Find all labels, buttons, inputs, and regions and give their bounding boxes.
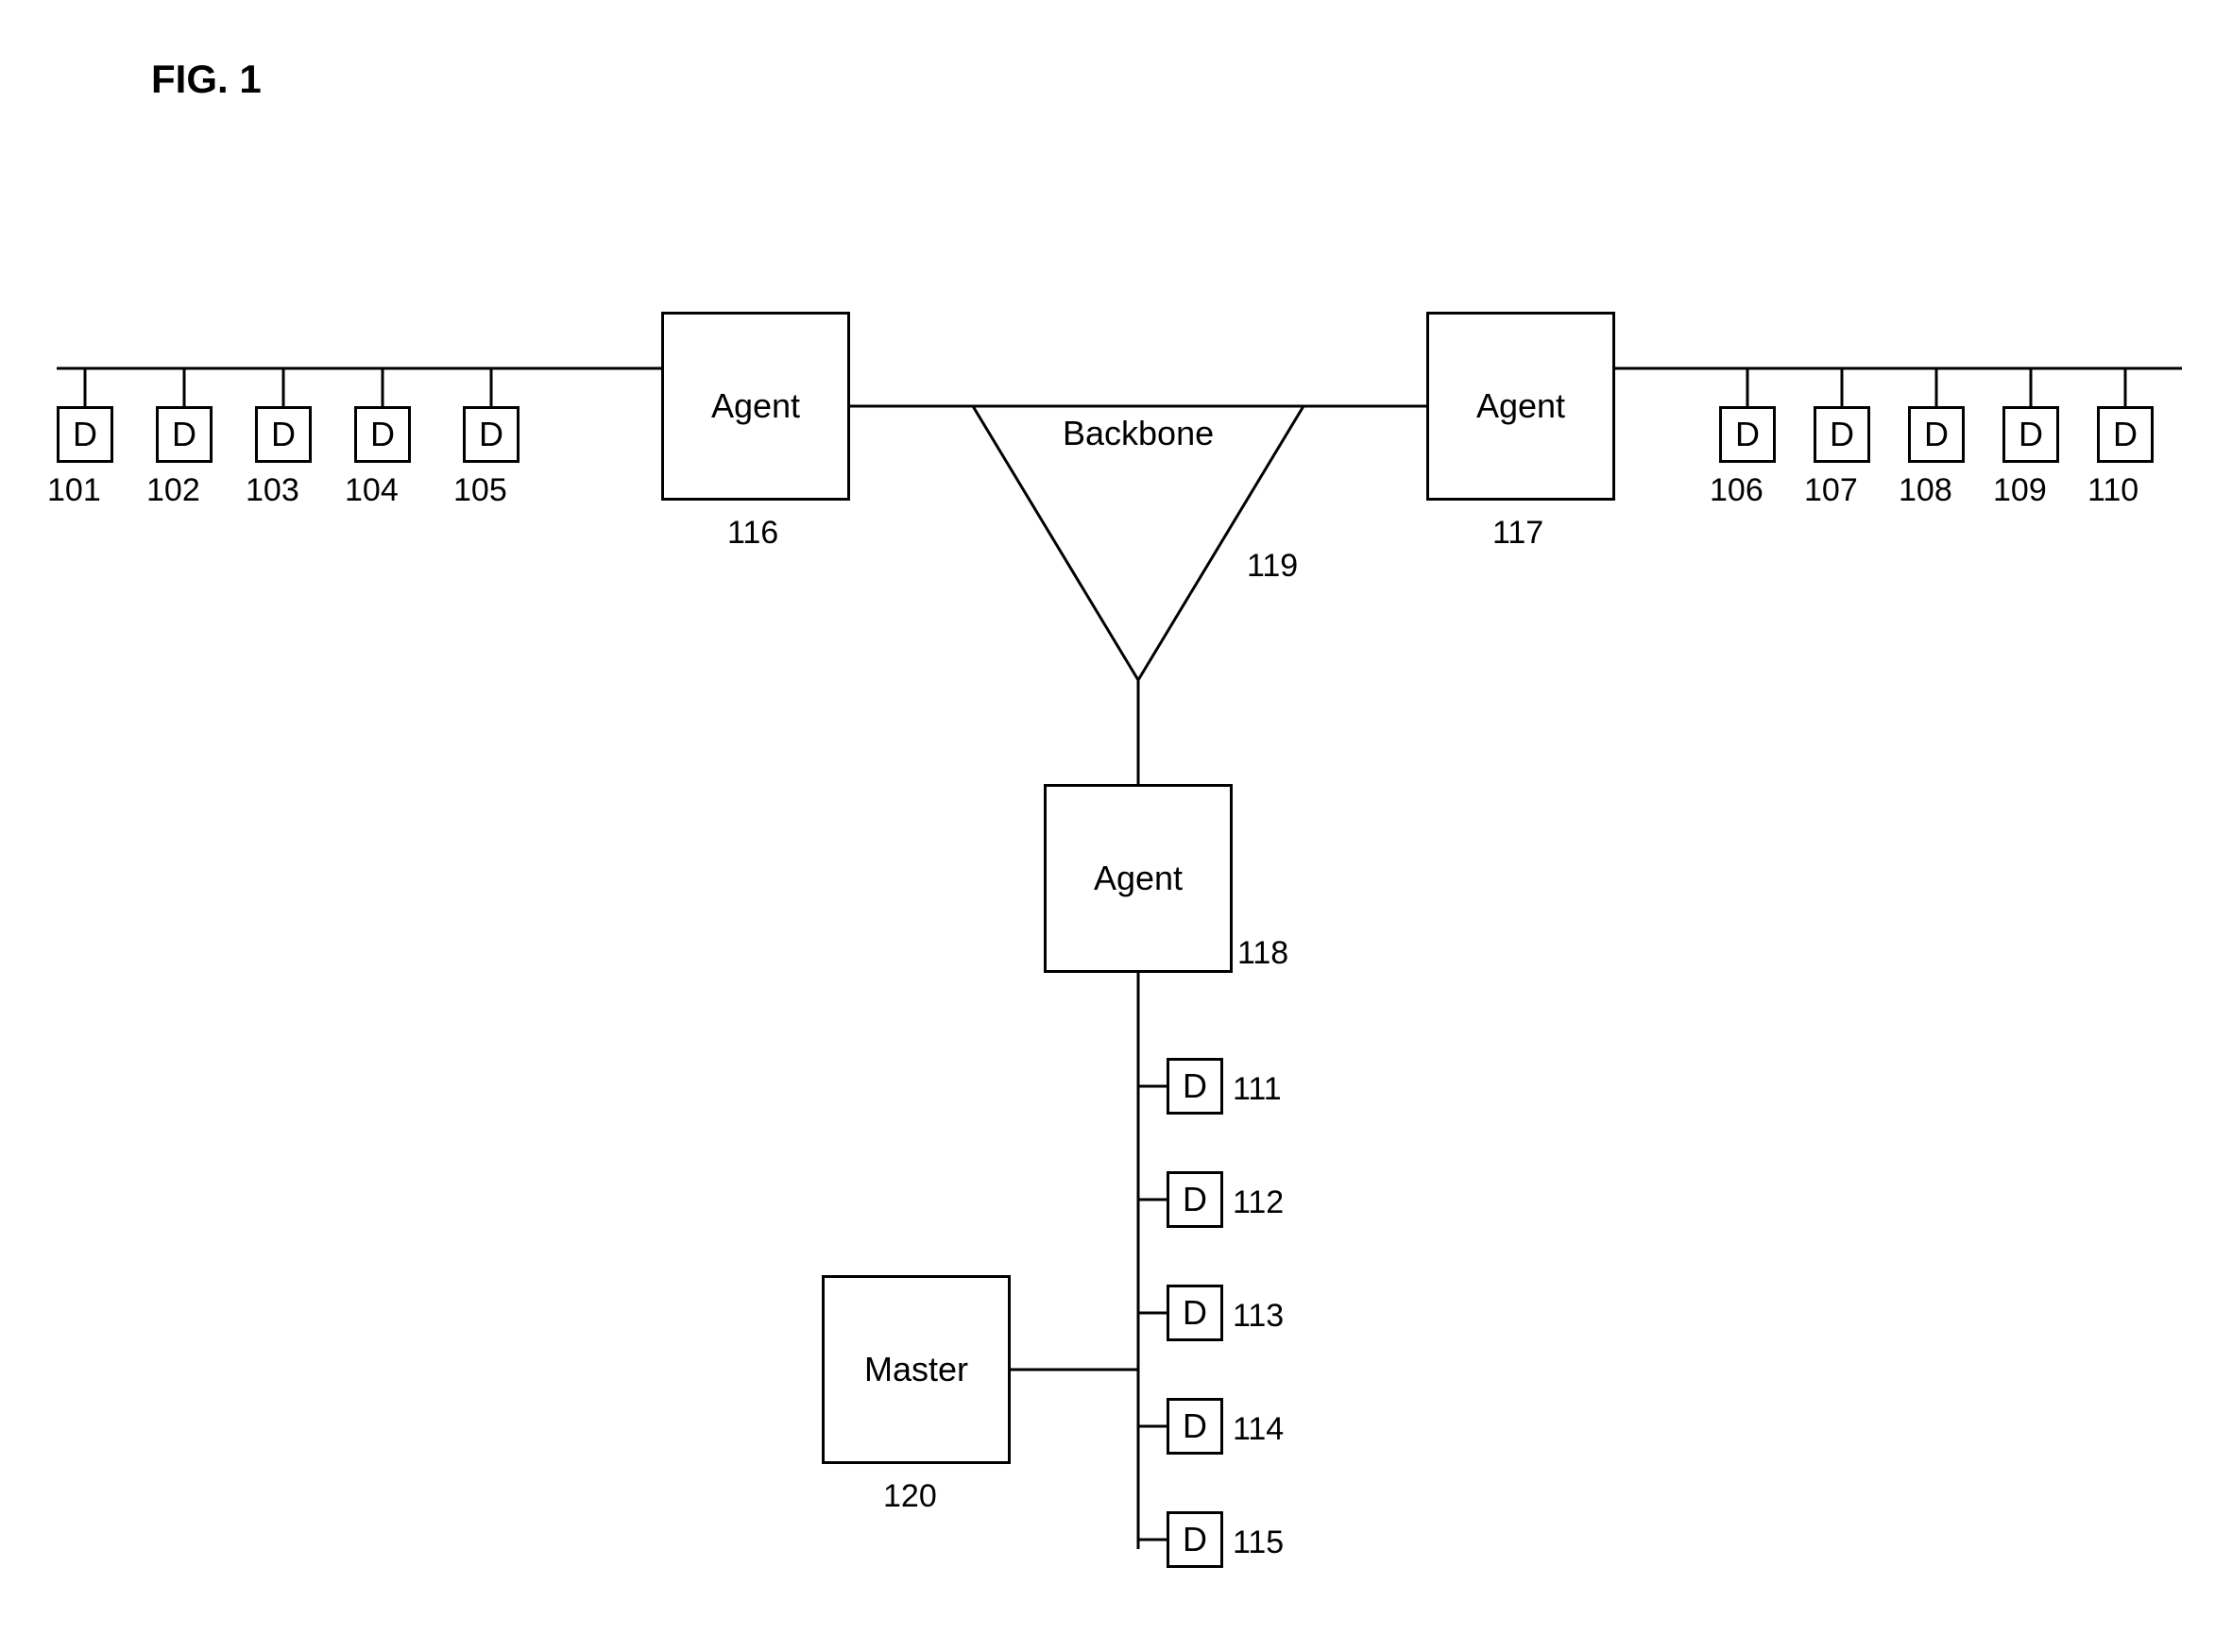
- figure-title: FIG. 1: [151, 57, 262, 102]
- figure-1-diagram: FIG. 1 Backbone 119 Agent 116 Agent 117 …: [0, 0, 2232, 1652]
- device-label: D: [2113, 415, 2138, 454]
- device-box: D: [1167, 1398, 1223, 1455]
- device-label: D: [370, 415, 395, 454]
- device-label: D: [1830, 415, 1854, 454]
- device-label: D: [1183, 1293, 1207, 1333]
- device-ref: 115: [1233, 1524, 1284, 1561]
- device-box: D: [1167, 1058, 1223, 1115]
- device-box: D: [1167, 1511, 1223, 1568]
- agent-left-ref: 116: [727, 515, 778, 552]
- device-ref: 101: [47, 472, 101, 509]
- device-label: D: [1183, 1406, 1207, 1446]
- master-label: Master: [864, 1350, 968, 1389]
- device-ref: 105: [453, 472, 507, 509]
- device-box: D: [1167, 1171, 1223, 1228]
- device-box: D: [1814, 406, 1870, 463]
- device-ref: 112: [1233, 1184, 1284, 1221]
- device-label: D: [2019, 415, 2043, 454]
- device-label: D: [1183, 1520, 1207, 1559]
- device-box: D: [1719, 406, 1776, 463]
- device-ref: 106: [1710, 472, 1763, 509]
- agent-bottom-box: Agent: [1044, 784, 1233, 973]
- device-ref: 109: [1993, 472, 2047, 509]
- master-box: Master: [822, 1275, 1011, 1464]
- backbone-ref: 119: [1247, 548, 1298, 585]
- device-label: D: [1183, 1066, 1207, 1106]
- device-label: D: [271, 415, 296, 454]
- device-label: D: [1183, 1180, 1207, 1219]
- device-ref: 113: [1233, 1298, 1284, 1335]
- master-ref: 120: [883, 1478, 937, 1515]
- device-box: D: [255, 406, 312, 463]
- agent-bottom-ref: 118: [1237, 935, 1288, 972]
- device-box: D: [57, 406, 113, 463]
- device-label: D: [1735, 415, 1760, 454]
- device-label: D: [1924, 415, 1949, 454]
- backbone-label: Backbone: [1063, 414, 1214, 453]
- agent-left-label: Agent: [711, 386, 800, 426]
- agent-bottom-label: Agent: [1094, 859, 1183, 898]
- device-box: D: [2002, 406, 2059, 463]
- device-label: D: [172, 415, 196, 454]
- device-ref: 108: [1899, 472, 1952, 509]
- device-box: D: [463, 406, 520, 463]
- agent-right-box: Agent: [1426, 312, 1615, 501]
- device-ref: 104: [345, 472, 399, 509]
- device-ref: 102: [146, 472, 200, 509]
- device-box: D: [1167, 1285, 1223, 1341]
- device-ref: 110: [2087, 472, 2138, 509]
- device-box: D: [2097, 406, 2154, 463]
- device-box: D: [354, 406, 411, 463]
- device-ref: 103: [246, 472, 299, 509]
- device-ref: 107: [1804, 472, 1858, 509]
- device-box: D: [156, 406, 213, 463]
- device-box: D: [1908, 406, 1965, 463]
- agent-right-label: Agent: [1476, 386, 1565, 426]
- device-label: D: [479, 415, 503, 454]
- agent-right-ref: 117: [1492, 515, 1543, 552]
- device-ref: 111: [1233, 1071, 1282, 1108]
- device-ref: 114: [1233, 1411, 1284, 1448]
- device-label: D: [73, 415, 97, 454]
- agent-left-box: Agent: [661, 312, 850, 501]
